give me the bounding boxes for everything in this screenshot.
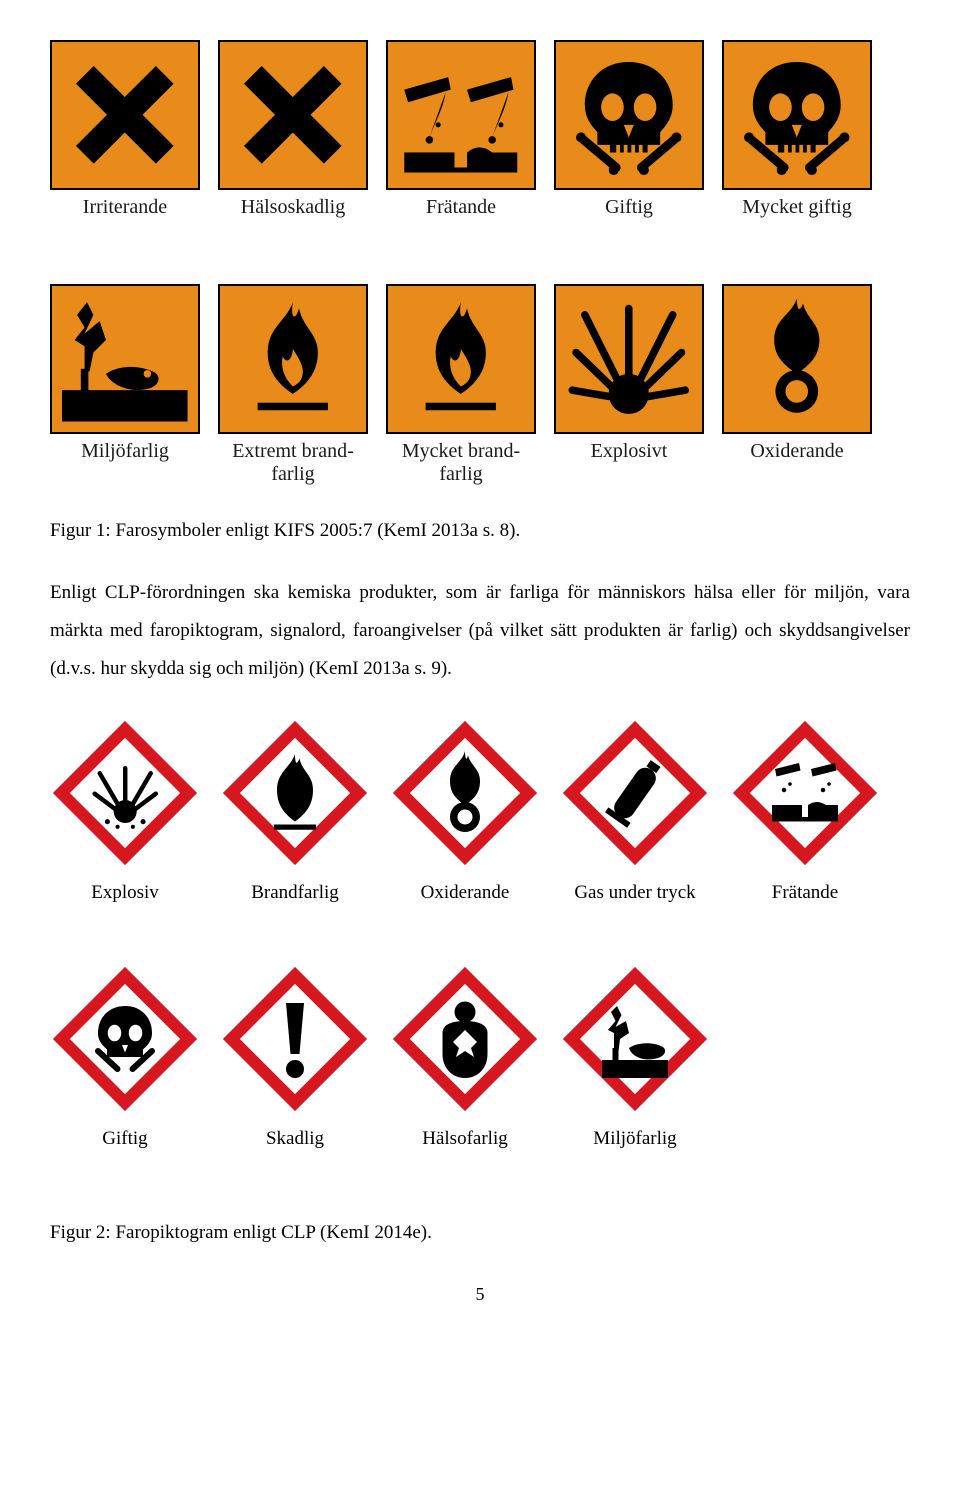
figure-2-caption: Figur 2: Faropiktogram enligt CLP (KemI … — [50, 1222, 910, 1244]
diamond-label: Oxiderande — [421, 882, 510, 904]
explosion-icon — [50, 718, 200, 868]
tile-giftig: Giftig — [554, 40, 704, 244]
environment-icon — [50, 284, 200, 434]
pictogram-row-2: Giftig Skadlig Hä — [50, 964, 910, 1190]
diamond-label: Frätande — [772, 882, 838, 904]
pictogram-row-1: Explosiv Brandfarlig Oxidera — [50, 718, 910, 944]
tile-mycket-brandfarlig: Mycket brand- farlig — [386, 284, 536, 488]
diamond-fratande: Frätande — [730, 718, 880, 944]
skull-icon — [554, 40, 704, 190]
tile-label: Irriterande — [83, 196, 167, 244]
cross-icon — [218, 40, 368, 190]
diamond-label: Brandfarlig — [251, 882, 339, 904]
environment-icon — [560, 964, 710, 1114]
diamond-giftig: Giftig — [50, 964, 200, 1190]
diamond-explosiv: Explosiv — [50, 718, 200, 944]
diamond-label: Explosiv — [91, 882, 159, 904]
cross-icon — [50, 40, 200, 190]
body-paragraph: Enligt CLP-förordningen ska kemiska prod… — [50, 574, 910, 688]
diamond-label: Miljöfarlig — [593, 1128, 676, 1150]
flame-icon — [220, 718, 370, 868]
diamond-label: Skadlig — [266, 1128, 324, 1150]
tile-oxiderande: Oxiderande — [722, 284, 872, 488]
corrosive-icon — [730, 718, 880, 868]
tile-label: Oxiderande — [750, 440, 843, 488]
tile-miljofarlig: Miljöfarlig — [50, 284, 200, 488]
hazard-row-1: Irriterande Hälsoskadlig Frätande — [50, 40, 910, 244]
hazard-row-2: Miljöfarlig Extremt brand- farlig Mycket… — [50, 284, 910, 488]
tile-extremt-brandfarlig: Extremt brand- farlig — [218, 284, 368, 488]
diamond-halsofarlig: Hälsofarlig — [390, 964, 540, 1190]
diamond-brandfarlig: Brandfarlig — [220, 718, 370, 944]
tile-irriterande: Irriterande — [50, 40, 200, 244]
diamond-gas-under-tryck: Gas under tryck — [560, 718, 710, 944]
explosion-icon — [554, 284, 704, 434]
health-hazard-icon — [390, 964, 540, 1114]
tile-label: Hälsoskadlig — [241, 196, 345, 244]
tile-label: Miljöfarlig — [81, 440, 169, 488]
tile-label: Frätande — [426, 196, 496, 244]
tile-label: Extremt brand- farlig — [232, 440, 354, 488]
tile-halsoskadlig: Hälsoskadlig — [218, 40, 368, 244]
gas-cylinder-icon — [560, 718, 710, 868]
tile-label: Mycket giftig — [742, 196, 851, 244]
diamond-skadlig: Skadlig — [220, 964, 370, 1190]
skull-icon — [50, 964, 200, 1114]
skull-icon — [722, 40, 872, 190]
diamond-miljofarlig: Miljöfarlig — [560, 964, 710, 1190]
flame-icon — [218, 284, 368, 434]
diamond-label: Giftig — [102, 1128, 147, 1150]
diamond-oxiderande: Oxiderande — [390, 718, 540, 944]
tile-fratande: Frätande — [386, 40, 536, 244]
tile-label: Giftig — [605, 196, 653, 244]
tile-label: Explosivt — [591, 440, 668, 488]
diamond-label: Gas under tryck — [574, 882, 695, 904]
tile-label: Mycket brand- farlig — [402, 440, 520, 488]
exclamation-icon — [220, 964, 370, 1114]
diamond-label: Hälsofarlig — [422, 1128, 507, 1150]
figure-1-caption: Figur 1: Farosymboler enligt KIFS 2005:7… — [50, 520, 910, 542]
flame-icon — [386, 284, 536, 434]
tile-mycket-giftig: Mycket giftig — [722, 40, 872, 244]
flame-over-circle-icon — [722, 284, 872, 434]
page-number: 5 — [50, 1284, 910, 1305]
corrosive-icon — [386, 40, 536, 190]
flame-over-circle-icon — [390, 718, 540, 868]
tile-explosivt: Explosivt — [554, 284, 704, 488]
